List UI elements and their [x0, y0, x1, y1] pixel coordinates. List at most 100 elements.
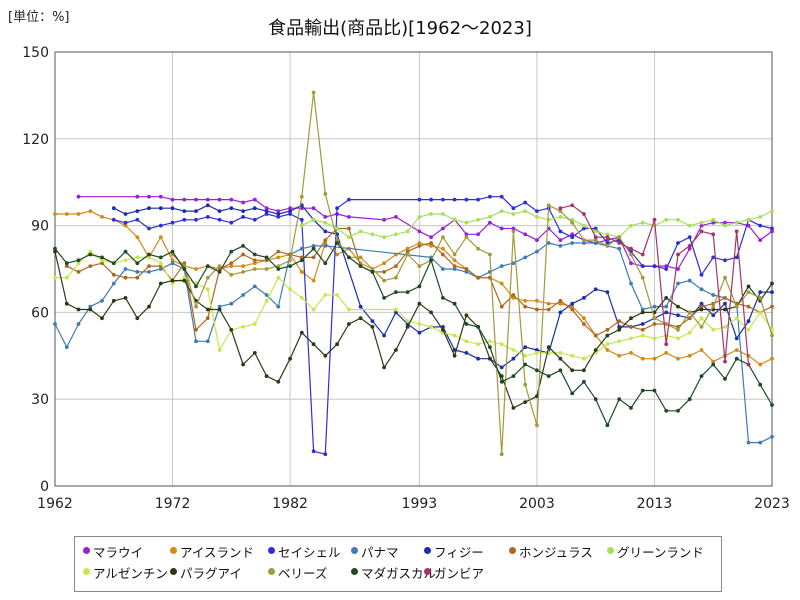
- data-point: [535, 298, 539, 303]
- data-point: [299, 246, 304, 251]
- data-point: [323, 244, 328, 248]
- data-point: [558, 238, 563, 243]
- data-point: [723, 377, 727, 381]
- data-point: [511, 226, 516, 231]
- data-point: [241, 362, 246, 367]
- data-point: [323, 220, 328, 225]
- y-tick-label: 30: [31, 392, 49, 408]
- data-point: [170, 249, 175, 254]
- data-point: [499, 209, 504, 214]
- data-point: [264, 293, 269, 297]
- data-point: [523, 232, 528, 237]
- data-point: [523, 200, 528, 205]
- data-point: [241, 293, 246, 297]
- data-point: [640, 264, 645, 268]
- data-point: [147, 255, 151, 260]
- data-point: [252, 284, 257, 289]
- data-point: [382, 296, 386, 300]
- data-point: [511, 356, 516, 361]
- data-point: [523, 255, 528, 260]
- legend-swatch: [170, 547, 177, 554]
- data-point: [264, 267, 269, 271]
- data-point: [452, 252, 457, 257]
- data-point: [182, 261, 187, 266]
- data-point: [546, 307, 551, 312]
- data-point: [746, 290, 751, 294]
- data-point: [252, 217, 257, 222]
- data-point: [758, 223, 763, 228]
- data-point: [217, 348, 222, 352]
- data-point: [523, 209, 528, 214]
- data-point: [441, 327, 445, 332]
- data-point: [570, 353, 575, 358]
- data-point: [488, 356, 492, 361]
- data-point: [135, 194, 140, 199]
- data-point: [535, 351, 539, 355]
- series-line: [55, 210, 773, 366]
- data-point: [417, 241, 422, 245]
- data-point: [676, 217, 680, 222]
- data-point: [629, 316, 633, 321]
- data-point: [699, 272, 704, 277]
- data-point: [111, 272, 116, 277]
- data-point: [770, 229, 774, 234]
- data-point: [76, 307, 81, 312]
- data-point: [464, 270, 469, 274]
- data-point: [123, 296, 128, 300]
- data-point: [335, 241, 339, 245]
- data-point: [417, 330, 422, 335]
- data-point: [264, 258, 269, 263]
- data-point: [617, 319, 622, 323]
- data-point: [523, 382, 528, 387]
- data-point: [429, 325, 433, 329]
- data-point: [629, 336, 633, 341]
- data-point: [276, 215, 281, 219]
- data-point: [770, 290, 774, 294]
- data-point: [205, 287, 210, 292]
- data-point: [111, 217, 116, 222]
- data-point: [276, 275, 281, 280]
- data-point: [476, 197, 480, 202]
- x-tick-label: 2013: [637, 496, 673, 512]
- data-point: [499, 304, 504, 309]
- data-point: [135, 270, 140, 274]
- data-point: [676, 408, 680, 413]
- data-point: [311, 307, 316, 312]
- data-point: [464, 339, 469, 344]
- data-point: [241, 325, 246, 329]
- data-point: [288, 212, 292, 216]
- data-point: [499, 226, 504, 231]
- data-point: [100, 255, 104, 260]
- data-point: [593, 241, 598, 245]
- data-point: [182, 275, 187, 280]
- data-point: [417, 244, 422, 248]
- data-point: [123, 223, 128, 228]
- data-point: [699, 229, 704, 234]
- y-tick-label: 60: [31, 305, 49, 321]
- data-point: [394, 232, 398, 237]
- data-point: [640, 356, 645, 361]
- data-point: [264, 255, 269, 260]
- data-point: [734, 229, 739, 234]
- data-point: [558, 209, 563, 214]
- data-point: [770, 333, 774, 338]
- data-point: [711, 313, 716, 318]
- data-point: [311, 206, 316, 211]
- data-point: [629, 406, 633, 410]
- series-12: [558, 203, 751, 367]
- data-point: [511, 212, 516, 216]
- data-point: [711, 327, 716, 332]
- data-point: [335, 252, 339, 257]
- data-point: [617, 339, 622, 344]
- data-point: [687, 244, 692, 248]
- data-point: [205, 215, 210, 219]
- legend-item: ガンビア: [424, 563, 484, 582]
- data-point: [499, 194, 504, 199]
- data-point: [311, 342, 316, 347]
- series-1: [76, 194, 774, 271]
- data-point: [711, 362, 716, 367]
- data-point: [135, 255, 140, 260]
- data-point: [535, 249, 539, 254]
- data-point: [241, 200, 246, 205]
- data-point: [617, 397, 622, 402]
